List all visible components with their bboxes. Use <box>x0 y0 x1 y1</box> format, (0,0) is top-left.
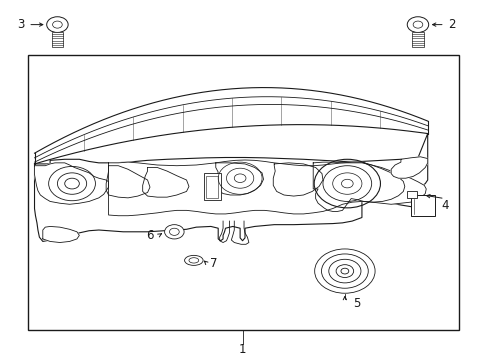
Text: 6: 6 <box>146 229 154 242</box>
Bar <box>51 32 63 46</box>
Text: 7: 7 <box>210 257 217 270</box>
Polygon shape <box>109 160 426 216</box>
Bar <box>411 195 435 216</box>
Text: 3: 3 <box>17 18 24 31</box>
Circle shape <box>165 225 184 239</box>
Bar <box>206 176 218 198</box>
Bar <box>407 192 416 198</box>
Bar <box>203 173 220 200</box>
Circle shape <box>47 17 68 32</box>
Bar <box>28 55 460 330</box>
Polygon shape <box>34 163 109 204</box>
Text: 2: 2 <box>448 18 456 31</box>
Bar <box>412 32 424 46</box>
Text: 4: 4 <box>441 198 448 212</box>
Circle shape <box>407 17 429 32</box>
Polygon shape <box>313 162 405 211</box>
Polygon shape <box>34 134 428 242</box>
Polygon shape <box>43 226 79 243</box>
Text: 5: 5 <box>353 297 361 310</box>
Text: 1: 1 <box>239 343 246 356</box>
Polygon shape <box>391 157 428 178</box>
Ellipse shape <box>185 255 203 265</box>
